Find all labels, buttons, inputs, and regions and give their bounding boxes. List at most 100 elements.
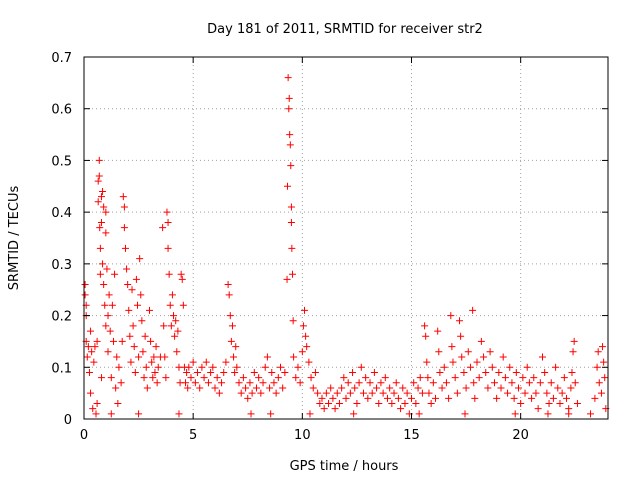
data-point <box>88 348 96 356</box>
data-point <box>351 384 359 392</box>
data-point <box>171 332 179 340</box>
data-point <box>148 358 156 366</box>
data-point <box>318 394 326 402</box>
data-point <box>170 312 178 320</box>
data-point <box>543 389 551 397</box>
data-point <box>425 389 433 397</box>
data-point <box>114 399 122 407</box>
data-point <box>108 301 116 309</box>
data-point <box>129 322 137 330</box>
data-point <box>296 379 304 387</box>
data-point <box>565 410 573 418</box>
data-point <box>495 368 503 376</box>
data-point <box>408 394 415 402</box>
data-point <box>307 374 315 382</box>
data-point <box>288 244 296 252</box>
data-point <box>394 394 402 402</box>
data-point <box>226 312 234 320</box>
data-point <box>305 358 313 366</box>
data-point <box>215 389 223 397</box>
data-point <box>266 384 274 392</box>
data-point <box>504 389 512 397</box>
data-point <box>89 405 97 413</box>
data-point <box>153 379 161 387</box>
data-point <box>506 363 514 371</box>
data-point <box>333 389 341 397</box>
data-point <box>556 399 564 407</box>
data-point <box>442 379 450 387</box>
data-point <box>567 384 575 392</box>
data-point <box>184 384 192 392</box>
data-point <box>286 141 294 149</box>
data-point <box>213 374 221 382</box>
data-point <box>447 312 455 320</box>
data-point <box>517 399 525 407</box>
data-point <box>97 193 105 201</box>
data-point <box>151 368 159 376</box>
data-point <box>355 379 363 387</box>
y-axis-label: SRMTID / TECUs <box>7 186 22 291</box>
data-point <box>242 384 250 392</box>
data-point <box>261 363 269 371</box>
data-point <box>149 374 157 382</box>
data-point <box>211 384 219 392</box>
data-point <box>147 337 155 345</box>
data-point <box>309 384 317 392</box>
data-point <box>194 368 202 376</box>
data-point <box>482 368 490 376</box>
data-point <box>135 353 143 361</box>
data-point <box>435 348 443 356</box>
data-point <box>172 317 180 325</box>
data-point <box>268 368 276 376</box>
data-point <box>287 203 295 211</box>
data-point <box>547 379 555 387</box>
data-point <box>415 410 423 418</box>
data-point <box>462 384 470 392</box>
data-point <box>289 317 297 325</box>
chart-title: Day 181 of 2011, SRMTID for receiver str… <box>207 22 483 37</box>
data-point <box>112 384 120 392</box>
data-point <box>167 322 175 330</box>
data-point <box>164 218 172 226</box>
data-point <box>381 374 389 382</box>
data-point <box>289 270 297 278</box>
data-point <box>350 410 358 418</box>
data-point <box>461 410 469 418</box>
data-point <box>126 332 134 340</box>
data-point <box>139 348 147 356</box>
data-point <box>161 353 169 361</box>
data-point <box>233 363 241 371</box>
data-point <box>534 405 542 413</box>
x-tick-label: 20 <box>512 428 529 443</box>
data-point <box>392 379 400 387</box>
data-point <box>521 389 529 397</box>
data-point <box>235 379 243 387</box>
data-point <box>570 337 578 345</box>
data-point <box>414 384 422 392</box>
data-point <box>231 368 239 376</box>
data-point <box>247 410 255 418</box>
data-point <box>421 322 429 330</box>
x-tick-label: 5 <box>189 428 197 443</box>
data-point <box>469 306 477 314</box>
data-point <box>302 332 310 340</box>
data-point <box>597 389 605 397</box>
data-point <box>490 379 498 387</box>
data-point <box>96 224 104 232</box>
data-point <box>539 353 546 361</box>
data-point <box>246 379 254 387</box>
x-axis-label: GPS time / hours <box>290 459 399 474</box>
data-point <box>287 162 295 170</box>
data-point <box>571 379 579 387</box>
data-point <box>314 389 322 397</box>
data-point <box>397 405 405 413</box>
data-point <box>191 379 199 387</box>
data-point <box>399 384 407 392</box>
data-point <box>379 389 387 397</box>
data-point <box>87 327 95 335</box>
data-point <box>237 389 245 397</box>
data-point <box>453 389 461 397</box>
data-point <box>101 301 109 309</box>
data-point <box>137 291 145 299</box>
data-point <box>257 389 265 397</box>
